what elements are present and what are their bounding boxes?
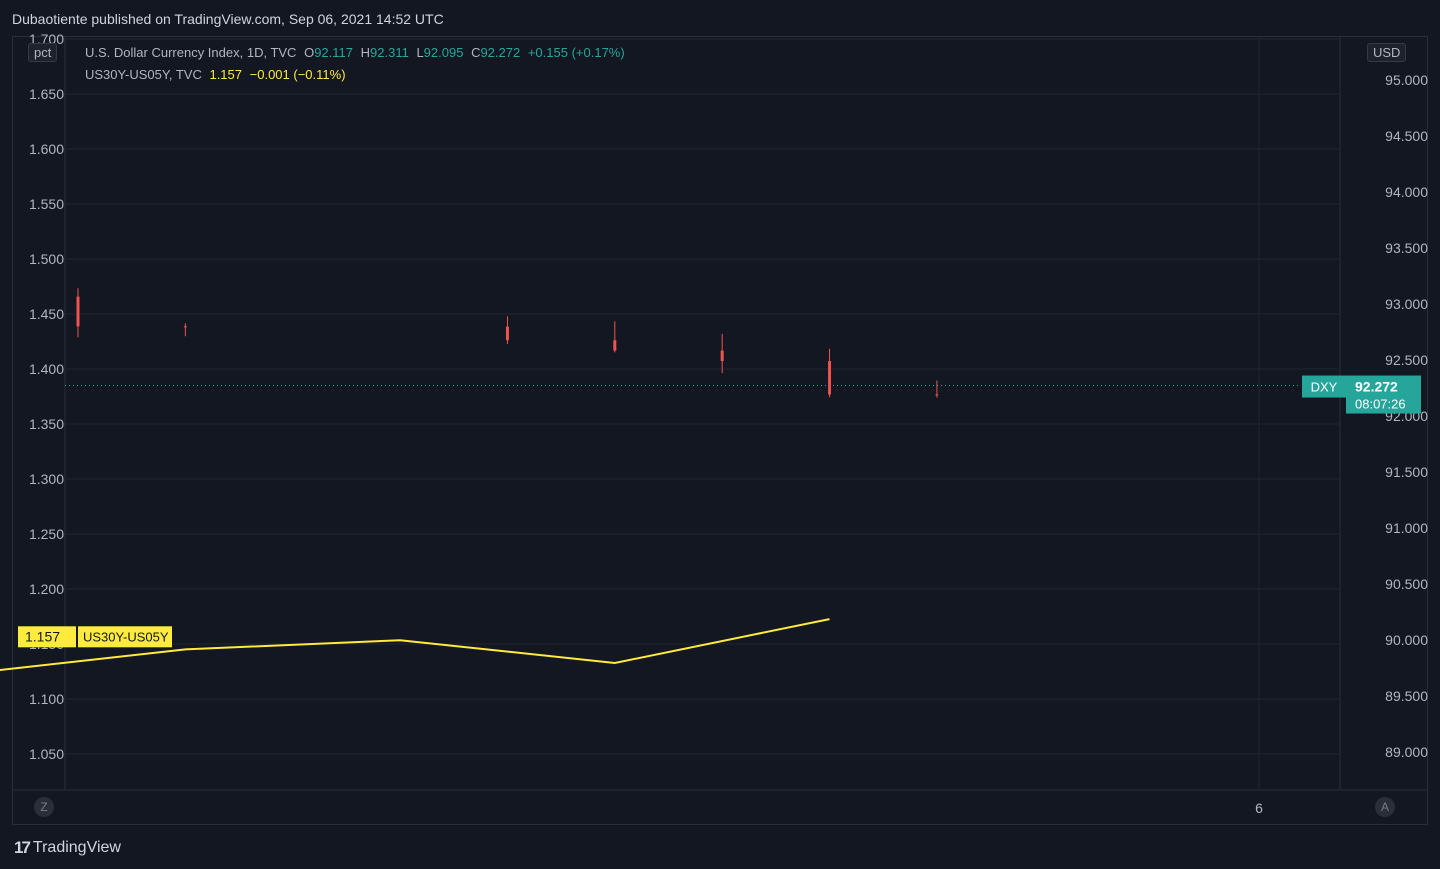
- dxy-legend-l: 92.095: [423, 45, 464, 60]
- right-tick-label: 90.500: [1385, 576, 1428, 592]
- left-tick-label: 1.300: [29, 471, 64, 487]
- dxy-legend-h-label: H: [360, 45, 371, 60]
- dxy-price-label: 92.272: [1355, 379, 1398, 395]
- left-tick-label: 1.100: [29, 691, 64, 707]
- right-tick-label: 92.500: [1385, 352, 1428, 368]
- right-unit-badge[interactable]: USD: [1367, 43, 1407, 62]
- right-tick-label: 89.500: [1385, 688, 1428, 704]
- left-tick-label: 1.050: [29, 746, 64, 762]
- right-tick-label: 91.000: [1385, 520, 1428, 536]
- right-tick-label: 93.500: [1385, 240, 1428, 256]
- spread-value-tag: [18, 626, 76, 648]
- spread-name-label: US30Y-US05Y: [83, 629, 169, 644]
- left-tick-label: 1.450: [29, 306, 64, 322]
- candle-body: [183, 326, 187, 328]
- candle-body: [613, 340, 617, 351]
- tradingview-brand: TradingView: [32, 839, 121, 856]
- left-tick-label: 1.650: [29, 86, 64, 102]
- dxy-legend-l-label: L: [416, 45, 424, 60]
- right-tick-label: 94.000: [1385, 184, 1428, 200]
- dxy-legend-c: 92.272: [480, 45, 521, 60]
- left-tick-label: 1.550: [29, 196, 64, 212]
- left-tick-label: 1.200: [29, 581, 64, 597]
- candle-body: [720, 350, 724, 362]
- tradingview-logo-icon: 17: [14, 838, 31, 857]
- left-axis: 1.7001.6501.6001.5501.5001.4501.4001.350…: [29, 31, 64, 762]
- price-labels: DXY 92.272 08:07:26 1.157 US30Y-US05Y: [18, 375, 1421, 648]
- footer: [0, 826, 1440, 869]
- dxy-name-label: DXY: [1311, 380, 1338, 395]
- tradingview-logo[interactable]: 17 TradingView: [14, 838, 121, 858]
- spread-legend-value: 1.157: [209, 67, 243, 82]
- right-tick-label: 95.000: [1385, 72, 1428, 88]
- auto-scale-button[interactable]: A: [1375, 797, 1395, 817]
- dxy-candles: [76, 288, 939, 398]
- time-axis: OctDec2021MarAprJunAug6: [1255, 800, 1263, 816]
- right-tick-label: 93.000: [1385, 296, 1428, 312]
- spread-legend[interactable]: US30Y-US05Y, TVC 1.157 −0.001 (−0.11%): [85, 67, 350, 82]
- dxy-legend-c-label: C: [471, 45, 481, 60]
- dxy-legend-o-label: O: [304, 45, 315, 60]
- spread-legend-name: US30Y-US05Y, TVC: [85, 67, 202, 82]
- dxy-legend-change: +0.155 (+0.17%): [527, 45, 625, 60]
- candle-body: [505, 326, 509, 341]
- right-tick-label: 89.000: [1385, 744, 1428, 760]
- dxy-name-tag: [1302, 375, 1346, 398]
- right-axis: 95.00094.50094.00093.50093.00092.50092.0…: [1385, 72, 1428, 760]
- candle-body: [828, 361, 832, 395]
- publisher-line: Dubaotiente published on TradingView.com…: [12, 11, 444, 27]
- dxy-timer-label: 08:07:26: [1355, 397, 1406, 412]
- left-tick-label: 1.250: [29, 526, 64, 542]
- spread-name-tag: [78, 626, 172, 648]
- spread-value-label: 1.157: [25, 628, 60, 644]
- z-button[interactable]: Z: [34, 797, 54, 817]
- candle-body: [935, 394, 939, 396]
- right-tick-label: 94.500: [1385, 128, 1428, 144]
- time-tick-label: 6: [1255, 800, 1263, 816]
- left-tick-label: 1.600: [29, 141, 64, 157]
- dxy-price-tag: [1346, 375, 1421, 414]
- dxy-legend-h: 92.311: [370, 45, 409, 60]
- left-tick-label: 1.500: [29, 251, 64, 267]
- grid-lines: [13, 37, 1427, 791]
- spread-legend-change: −0.001 (−0.11%): [249, 67, 346, 82]
- right-tick-label: 90.000: [1385, 632, 1428, 648]
- candle-body: [76, 296, 80, 327]
- left-unit-badge[interactable]: pct: [28, 43, 58, 62]
- dxy-legend-o: 92.117: [314, 45, 353, 60]
- dxy-legend-name: U.S. Dollar Currency Index, 1D, TVC: [85, 45, 297, 60]
- publisher-bar: Dubaotiente published on TradingView.com…: [0, 0, 1440, 36]
- left-tick-label: 1.350: [29, 416, 64, 432]
- left-tick-label: 1.400: [29, 361, 64, 377]
- chart-frame[interactable]: [12, 36, 1428, 825]
- dxy-legend[interactable]: U.S. Dollar Currency Index, 1D, TVC O92.…: [85, 45, 629, 60]
- right-tick-label: 91.500: [1385, 464, 1428, 480]
